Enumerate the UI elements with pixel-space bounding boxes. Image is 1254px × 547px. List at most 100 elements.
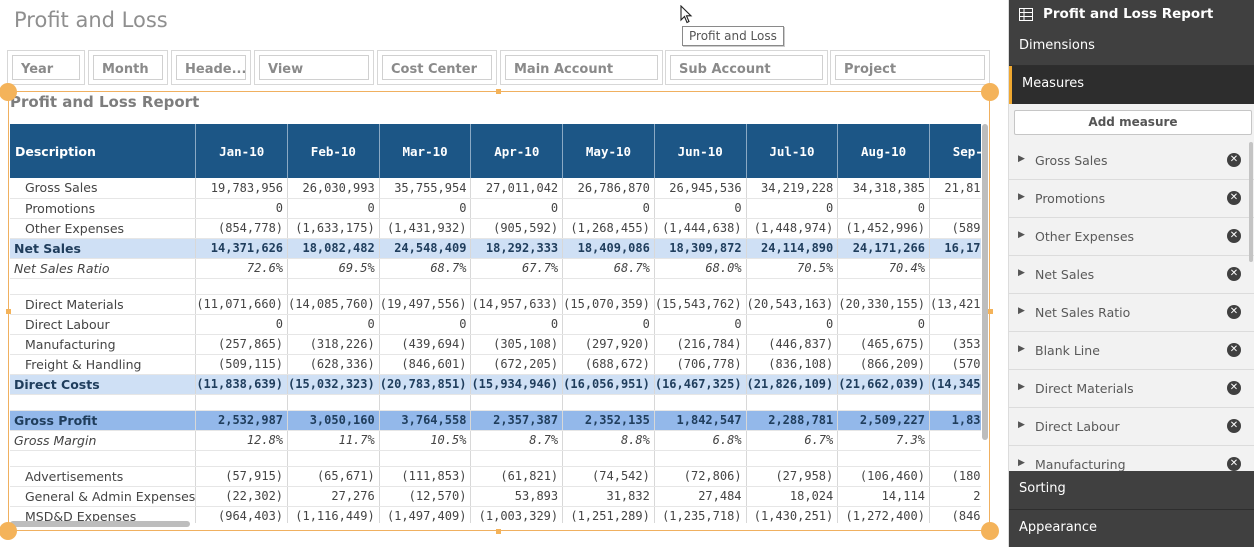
- table-cell: 0: [562, 198, 655, 219]
- row-label: Net Sales Ratio: [10, 258, 197, 279]
- caret-right-icon[interactable]: ▶: [1018, 154, 1025, 164]
- filter-month[interactable]: Month: [88, 50, 168, 85]
- measure-item[interactable]: ▶ Other Expenses ✕: [1009, 218, 1254, 256]
- caret-right-icon[interactable]: ▶: [1018, 344, 1025, 354]
- filter-year[interactable]: Year: [7, 50, 85, 85]
- table-cell: (1,431,932): [379, 218, 472, 239]
- measure-label: Blank Line: [1035, 343, 1100, 358]
- caret-right-icon[interactable]: ▶: [1018, 306, 1025, 316]
- filter-header[interactable]: Heade...: [171, 50, 251, 85]
- resize-handle-top[interactable]: [496, 89, 501, 94]
- filter-view[interactable]: View: [254, 50, 374, 85]
- caret-right-icon[interactable]: ▶: [1018, 230, 1025, 240]
- resize-handle-bottom-right[interactable]: [981, 522, 999, 540]
- horizontal-scrollbar[interactable]: [10, 521, 190, 527]
- caret-right-icon[interactable]: ▶: [1018, 382, 1025, 392]
- table-cell: (1,448,974): [746, 218, 839, 239]
- section-appearance[interactable]: Appearance: [1009, 509, 1254, 547]
- table-cell: (15,032,323): [287, 374, 380, 395]
- measure-item[interactable]: ▶ Net Sales ✕: [1009, 256, 1254, 294]
- column-header-month[interactable]: Jan-10: [195, 124, 289, 178]
- filter-label: Month: [93, 55, 163, 80]
- delete-icon[interactable]: ✕: [1227, 381, 1241, 395]
- filter-main-account[interactable]: Main Account: [500, 50, 663, 85]
- column-header-month[interactable]: Jun-10: [654, 124, 747, 178]
- table-cell: (353,641): [929, 334, 981, 355]
- table-cell: 2,509,227: [837, 410, 930, 431]
- table-cell: [654, 450, 747, 467]
- table-cell: (1,268,455): [562, 218, 655, 239]
- caret-right-icon[interactable]: ▶: [1018, 268, 1025, 278]
- caret-right-icon[interactable]: ▶: [1018, 420, 1025, 430]
- resize-handle-bottom-left[interactable]: [0, 522, 17, 540]
- resize-handle-bottom[interactable]: [496, 529, 501, 534]
- table-cell: 18,292,333: [470, 238, 564, 259]
- table-cell: 0: [654, 314, 747, 335]
- table-cell: 69.5%: [287, 258, 380, 279]
- section-sorting[interactable]: Sorting: [1009, 471, 1254, 509]
- table-cell: (570,080): [929, 354, 981, 375]
- column-header-month[interactable]: Aug-10: [837, 124, 930, 178]
- table-cell: 68.0%: [654, 258, 747, 279]
- resize-handle-top-right[interactable]: [981, 83, 999, 101]
- delete-icon[interactable]: ✕: [1227, 305, 1241, 319]
- column-header-month[interactable]: Apr-10: [470, 124, 564, 178]
- filter-cost-center[interactable]: Cost Center: [377, 50, 497, 85]
- mouse-cursor-icon: [680, 5, 693, 24]
- pivot-table[interactable]: Description Jan-10 Feb-10 Mar-10 Apr-10 May-1…: [10, 124, 981, 523]
- delete-icon[interactable]: ✕: [1227, 419, 1241, 433]
- delete-icon[interactable]: ✕: [1227, 267, 1241, 281]
- caret-right-icon[interactable]: ▶: [1018, 192, 1025, 202]
- table-row: Promotions000000000: [10, 198, 981, 219]
- column-header-month[interactable]: Jul-10: [746, 124, 839, 178]
- column-header-description[interactable]: Description: [10, 124, 197, 178]
- measure-item[interactable]: ▶ Promotions ✕: [1009, 180, 1254, 218]
- delete-icon[interactable]: ✕: [1227, 229, 1241, 243]
- table-cell: (1,272,400): [837, 506, 930, 523]
- row-label: Freight & Handling: [10, 354, 197, 375]
- measure-item[interactable]: ▶ Blank Line ✕: [1009, 332, 1254, 370]
- measure-item[interactable]: ▶ Direct Materials ✕: [1009, 370, 1254, 408]
- measure-item[interactable]: ▶ Direct Labour ✕: [1009, 408, 1254, 446]
- column-header-month[interactable]: May-10: [562, 124, 655, 178]
- resize-handle-right[interactable]: [988, 309, 993, 314]
- section-measures[interactable]: Measures: [1009, 66, 1254, 104]
- table-row: Direct Labour000000000: [10, 314, 981, 335]
- delete-icon[interactable]: ✕: [1227, 343, 1241, 357]
- resize-handle-top-left[interactable]: [0, 83, 17, 101]
- add-measure-button[interactable]: Add measure: [1014, 110, 1252, 135]
- table-cell: [195, 278, 289, 295]
- table-cell: (72,806): [654, 466, 747, 487]
- delete-icon[interactable]: ✕: [1227, 191, 1241, 205]
- panel-title-label: Profit and Loss Report: [1043, 6, 1214, 22]
- table-cell: [470, 450, 564, 467]
- column-header-month[interactable]: Feb-10: [287, 124, 380, 178]
- measure-item[interactable]: ▶ Net Sales Ratio ✕: [1009, 294, 1254, 332]
- delete-icon[interactable]: ✕: [1227, 457, 1241, 471]
- table-cell: 19,783,956: [195, 178, 289, 199]
- delete-icon[interactable]: ✕: [1227, 153, 1241, 167]
- table-cell: 68.7%: [379, 258, 472, 279]
- table-cell: 12.8%: [195, 430, 289, 451]
- filter-project[interactable]: Project: [830, 50, 990, 85]
- column-header-month[interactable]: Mar-10: [379, 124, 472, 178]
- filter-sub-account[interactable]: Sub Account: [665, 50, 828, 85]
- caret-right-icon[interactable]: ▶: [1018, 458, 1025, 468]
- section-dimensions[interactable]: Dimensions: [1009, 28, 1254, 66]
- table-cell: (11,838,639): [195, 374, 289, 395]
- measure-item[interactable]: ▶ Gross Sales ✕: [1009, 142, 1254, 180]
- table-cell: 8.7%: [470, 430, 564, 451]
- measure-label: Promotions: [1035, 191, 1106, 206]
- table-cell: 8.4%: [929, 430, 981, 451]
- table-cell: 14,114: [837, 486, 930, 507]
- resize-handle-left[interactable]: [6, 309, 11, 314]
- table-cell: 68.7%: [562, 258, 655, 279]
- panel-scrollbar[interactable]: [1249, 142, 1253, 262]
- table-cell: (19,497,556): [379, 294, 472, 315]
- table-cell: 3,764,558: [379, 410, 472, 431]
- column-header-month[interactable]: Sep-10: [929, 124, 981, 178]
- vertical-scrollbar[interactable]: [982, 124, 988, 440]
- row-label: Gross Sales: [10, 178, 197, 199]
- row-label: [10, 394, 197, 411]
- measure-item[interactable]: ▶ Manufacturing ✕: [1009, 446, 1254, 471]
